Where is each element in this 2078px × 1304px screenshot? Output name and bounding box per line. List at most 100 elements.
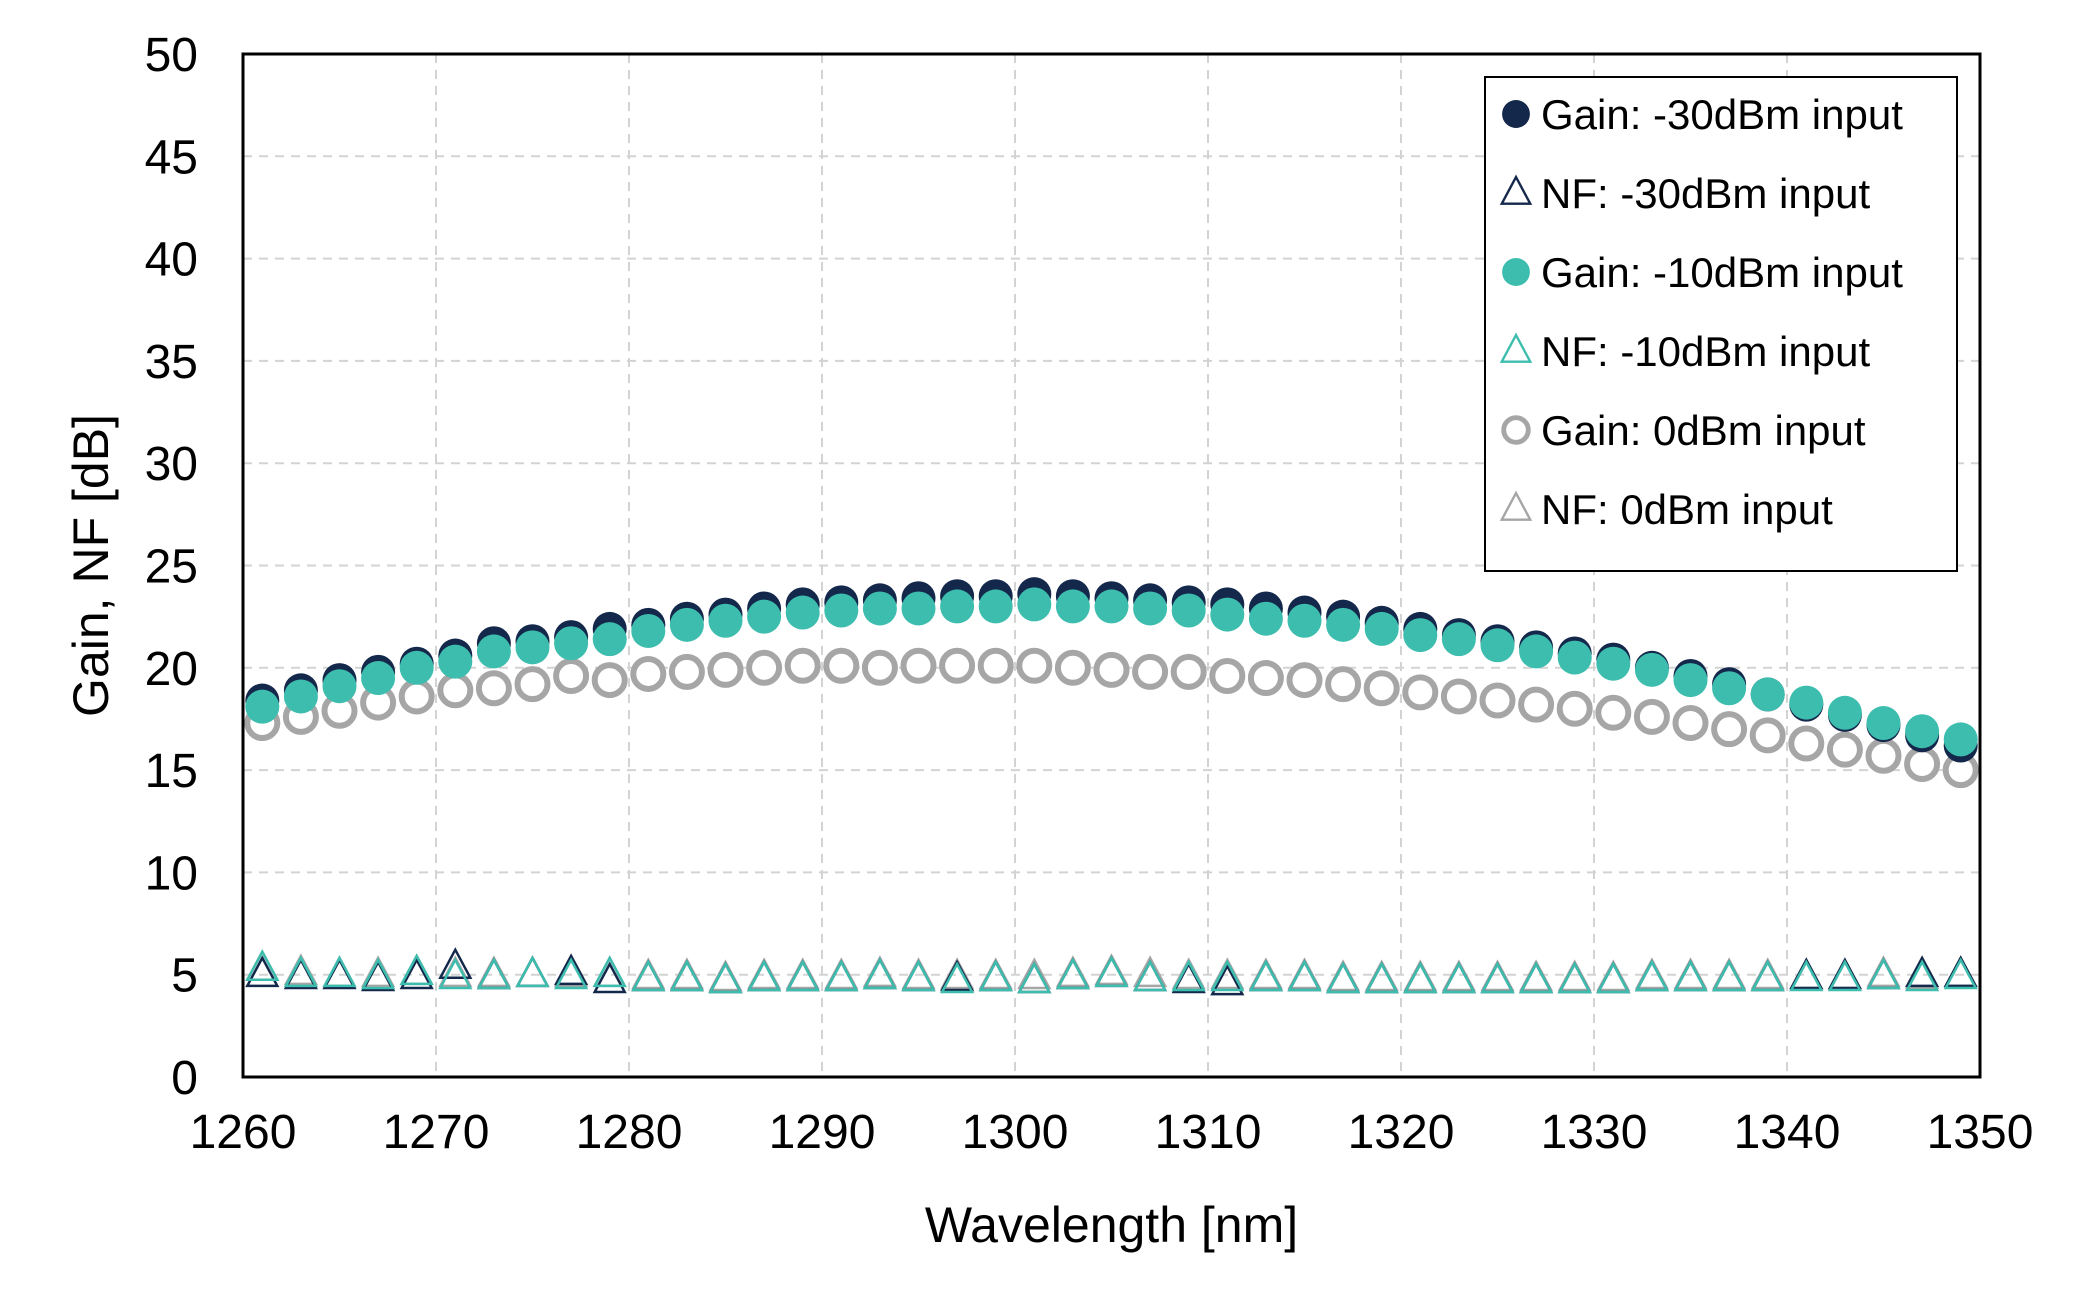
data-point (554, 957, 589, 990)
data-point (1171, 959, 1206, 992)
data-point (1364, 961, 1399, 994)
data-point (1055, 957, 1090, 990)
data-point (1749, 717, 1786, 754)
data-point (514, 666, 551, 703)
y-tick-label: 15 (145, 745, 198, 798)
data-point (361, 661, 396, 696)
y-tick-label: 40 (145, 234, 198, 287)
data-point (1209, 657, 1246, 694)
data-point (669, 959, 704, 992)
data-point (1479, 682, 1516, 719)
data-point (785, 595, 820, 630)
data-point (1633, 698, 1670, 735)
data-point (1170, 653, 1207, 690)
data-point (1711, 711, 1748, 748)
data-point (553, 657, 590, 694)
data-point (245, 689, 280, 724)
data-point (1788, 725, 1825, 762)
data-point (708, 961, 743, 994)
data-point (939, 647, 976, 684)
series-2 (245, 587, 1978, 757)
data-point (1556, 690, 1593, 727)
data-point (1480, 961, 1515, 994)
data-point (554, 626, 589, 661)
data-point (1518, 686, 1555, 723)
data-point (438, 644, 473, 679)
data-point (1789, 959, 1824, 992)
y-axis-title: Gain, NF [dB] (63, 414, 119, 717)
data-point (322, 669, 357, 704)
data-point (861, 649, 898, 686)
data-point (1094, 955, 1129, 988)
data-point (901, 959, 936, 992)
data-point (824, 593, 859, 628)
data-point (940, 589, 975, 624)
data-point (1017, 961, 1052, 994)
data-point (1055, 589, 1090, 624)
legend-marker (1502, 258, 1530, 286)
data-point (1017, 587, 1052, 622)
data-point (707, 651, 744, 688)
data-point (1441, 961, 1476, 994)
data-point (1750, 959, 1785, 992)
data-point (1171, 593, 1206, 628)
data-point (977, 647, 1014, 684)
data-point (1326, 607, 1361, 642)
data-point (746, 649, 783, 686)
data-point (245, 955, 280, 988)
data-point (1943, 722, 1978, 757)
y-tick-label: 45 (145, 131, 198, 184)
data-point (1133, 955, 1168, 988)
data-point (554, 953, 589, 986)
data-point (747, 959, 782, 992)
data-point (1596, 961, 1631, 994)
data-point (1286, 662, 1323, 699)
data-point (1132, 653, 1169, 690)
data-point (978, 959, 1013, 992)
data-series (244, 577, 1979, 996)
data-point (901, 591, 936, 626)
data-point (1016, 647, 1053, 684)
data-point (1363, 670, 1400, 707)
data-point (515, 955, 550, 988)
data-point (1093, 651, 1130, 688)
data-point (1326, 961, 1361, 994)
data-point (1287, 959, 1322, 992)
data-point (1133, 959, 1168, 992)
series-3 (245, 949, 1978, 994)
y-tick-label: 5 (171, 950, 198, 1003)
data-point (1519, 634, 1554, 669)
data-point (1094, 955, 1129, 988)
legend-marker (1499, 174, 1533, 205)
data-point (978, 959, 1013, 992)
data-point (631, 959, 666, 992)
data-point (940, 961, 975, 994)
data-point (322, 955, 357, 988)
data-point (1248, 601, 1283, 636)
y-tick-labels: 0 5 10 15 20 25 30 35 40 45 50 (145, 29, 198, 1105)
data-point (1904, 745, 1941, 782)
data-point (1905, 714, 1940, 749)
data-point (245, 949, 280, 982)
data-point (1866, 957, 1901, 990)
data-point (1865, 737, 1902, 774)
data-point (669, 607, 704, 642)
data-point (1750, 959, 1785, 992)
data-point (1054, 649, 1091, 686)
data-point (1094, 589, 1129, 624)
y-tick-label: 30 (145, 438, 198, 491)
data-point (1017, 957, 1052, 990)
data-point (1634, 652, 1669, 687)
data-point (784, 647, 821, 684)
data-point (631, 613, 666, 648)
data-point (283, 679, 318, 714)
data-point (1133, 591, 1168, 626)
x-tick-label: 1270 (383, 1106, 490, 1159)
data-point (1440, 678, 1477, 715)
plot-area-border (241, 52, 1982, 1079)
x-axis-title: Wavelength [nm] (925, 1197, 1298, 1253)
data-point (592, 961, 627, 994)
data-point (824, 959, 859, 992)
data-point (823, 647, 860, 684)
